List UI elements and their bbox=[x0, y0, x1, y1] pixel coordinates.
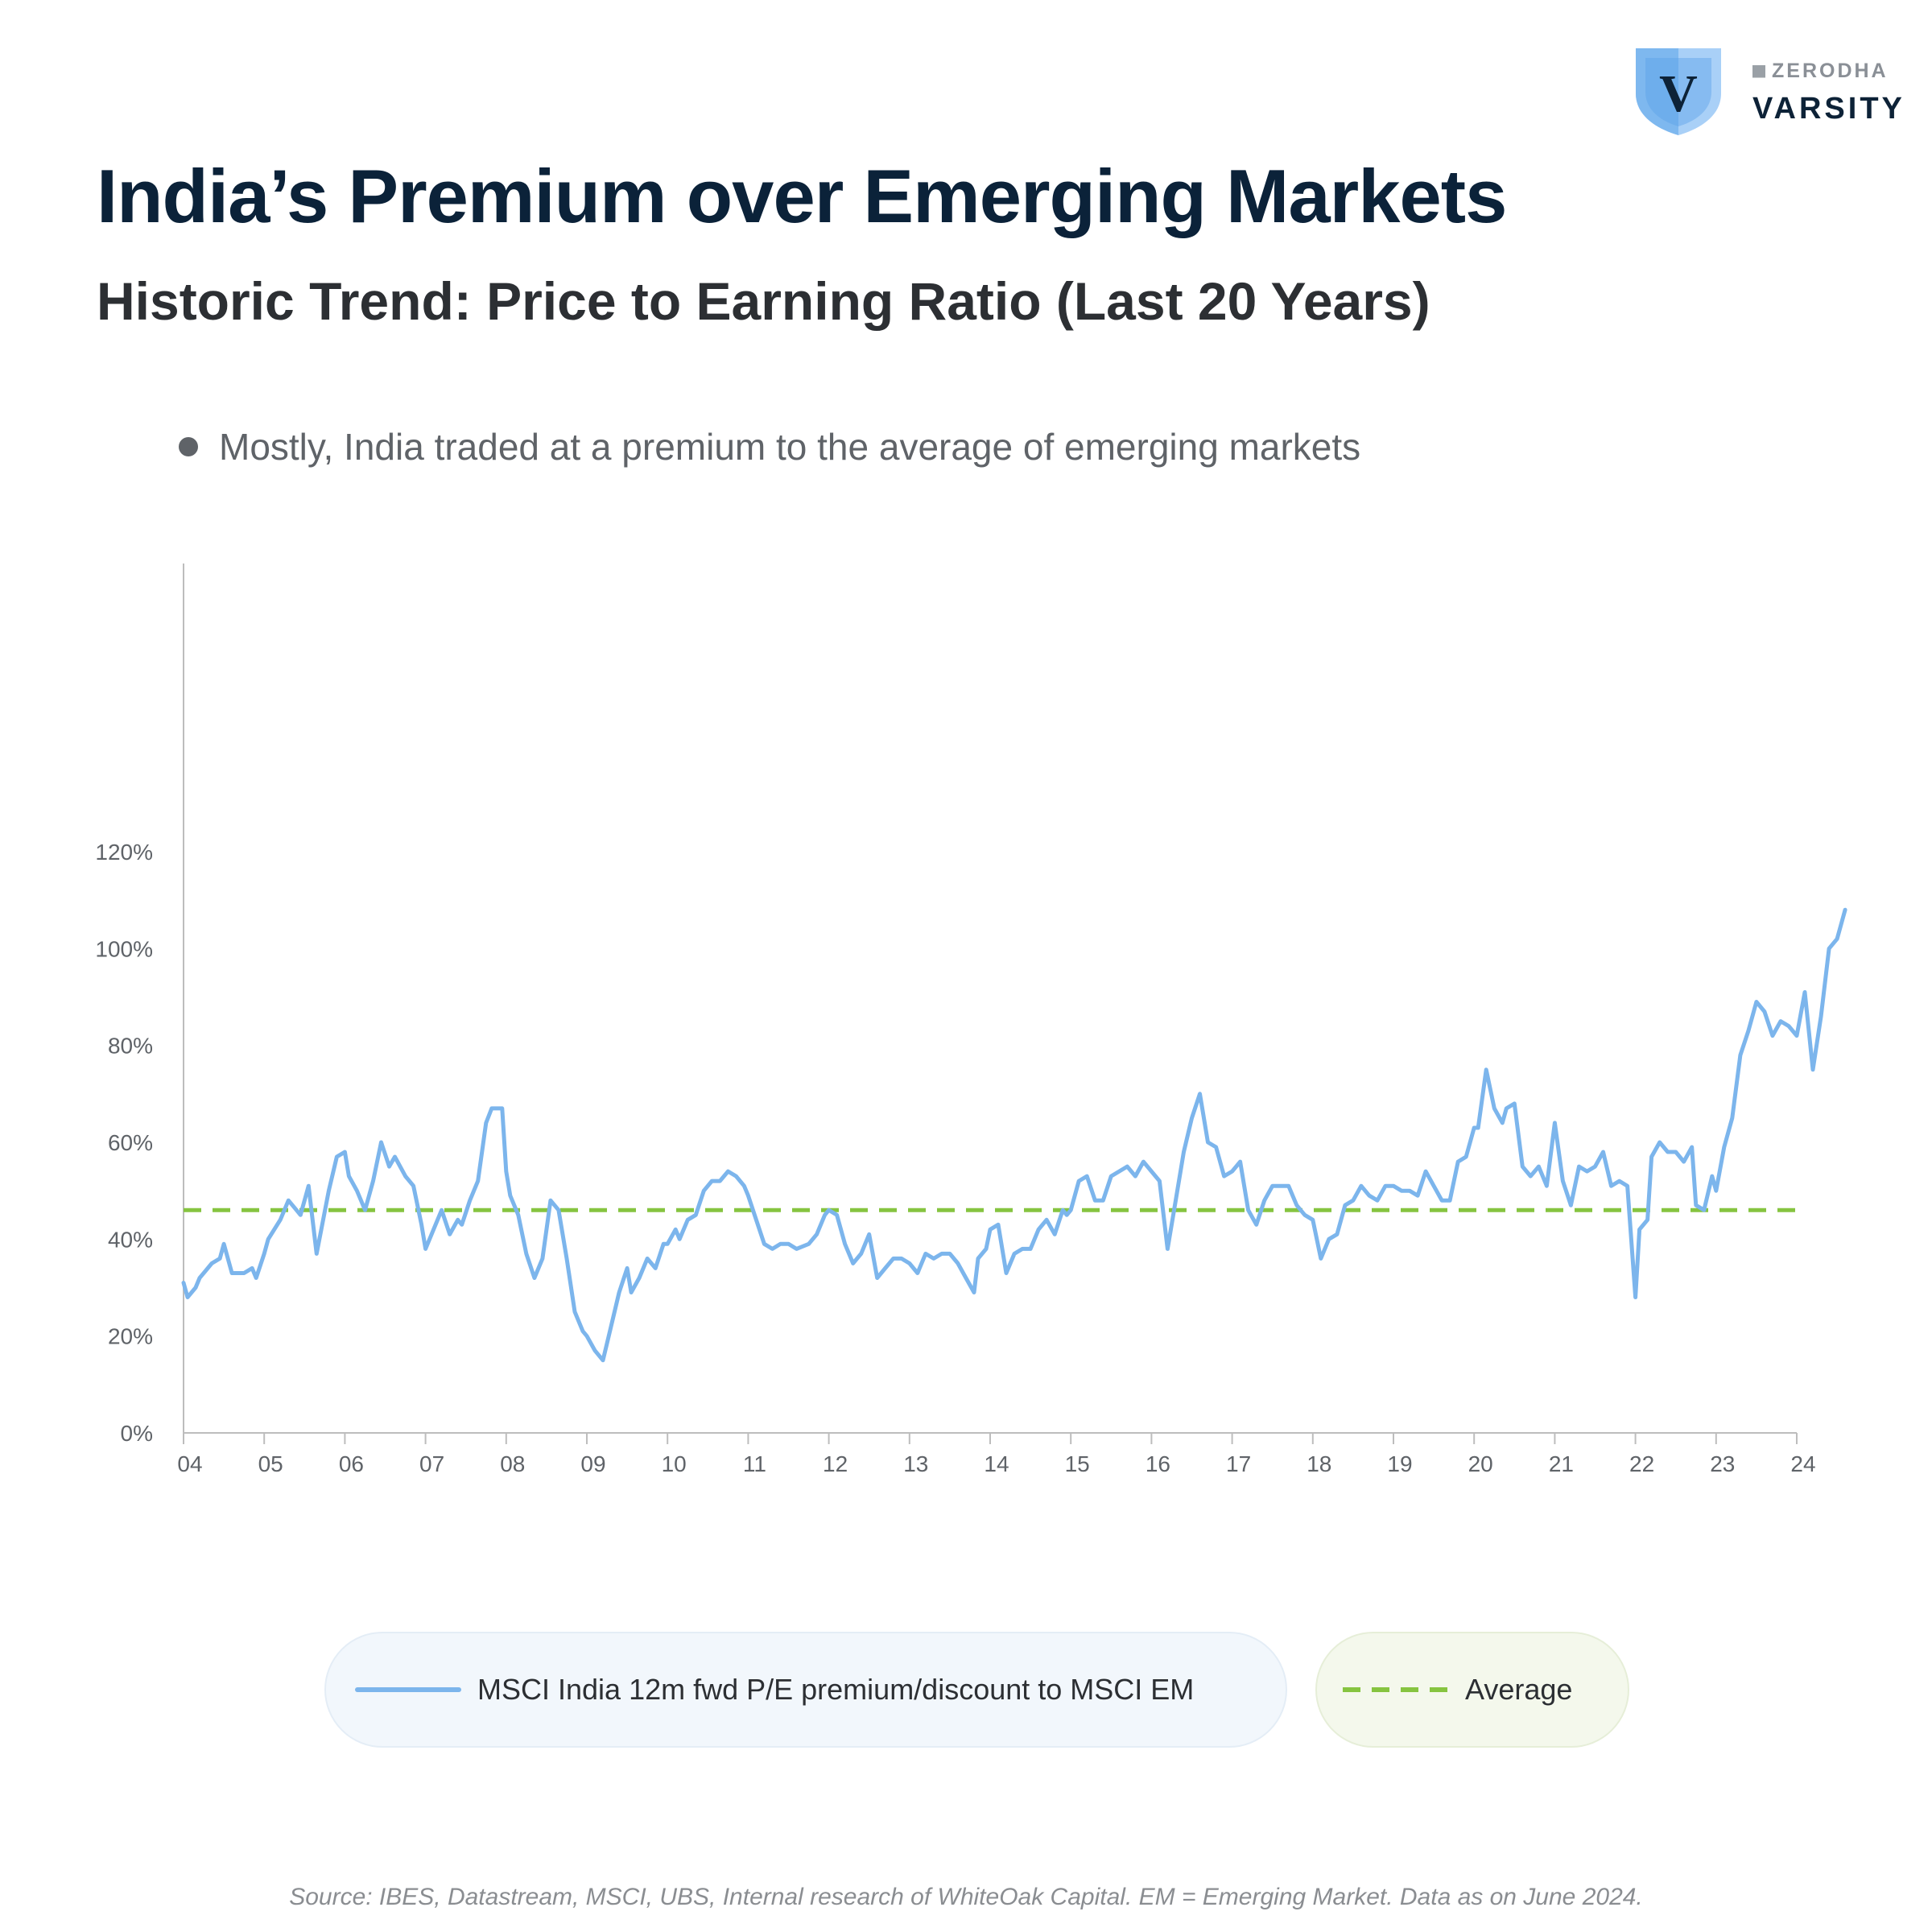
shield-letter: V bbox=[1659, 64, 1698, 123]
x-tick-label: 14 bbox=[984, 1451, 1009, 1476]
x-tick-label: 08 bbox=[500, 1451, 525, 1476]
page-title: India’s Premium over Emerging Markets bbox=[97, 154, 1507, 238]
brand-name: VARSITY bbox=[1752, 92, 1905, 126]
x-tick-label: 18 bbox=[1307, 1451, 1331, 1476]
x-tick-label: 12 bbox=[823, 1451, 848, 1476]
y-tick-label: 40% bbox=[108, 1227, 153, 1252]
legend-swatch-solid bbox=[355, 1687, 461, 1692]
x-tick-label: 15 bbox=[1065, 1451, 1090, 1476]
x-tick-label: 13 bbox=[903, 1451, 928, 1476]
x-tick-label: 23 bbox=[1710, 1451, 1735, 1476]
x-tick-label: 05 bbox=[258, 1451, 283, 1476]
zerodha-mark-icon bbox=[1752, 64, 1765, 78]
legend-label-india: MSCI India 12m fwd P/E premium/discount … bbox=[477, 1673, 1195, 1706]
x-tick-label: 04 bbox=[177, 1451, 202, 1476]
x-tick-label: 24 bbox=[1790, 1451, 1815, 1476]
legend-item-average: Average bbox=[1315, 1632, 1629, 1748]
x-tick-label: 07 bbox=[419, 1451, 444, 1476]
y-tick-label: 120% bbox=[95, 840, 153, 865]
x-tick-label: 17 bbox=[1226, 1451, 1251, 1476]
x-tick-label: 20 bbox=[1468, 1451, 1493, 1476]
page-subtitle: Historic Trend: Price to Earning Ratio (… bbox=[97, 271, 1430, 331]
x-tick-label: 22 bbox=[1629, 1451, 1654, 1476]
x-tick-label: 21 bbox=[1549, 1451, 1574, 1476]
note-text: Mostly, India traded at a premium to the… bbox=[219, 426, 1361, 468]
y-tick-label: 20% bbox=[108, 1324, 153, 1349]
legend-label-average: Average bbox=[1465, 1673, 1573, 1706]
y-tick-label: 0% bbox=[121, 1421, 153, 1446]
note: Mostly, India traded at a premium to the… bbox=[179, 425, 1360, 469]
y-tick-label: 80% bbox=[108, 1034, 153, 1059]
line-chart: 0% 20% 40% 60% 80% 100% 120% 04 05 06 07 08 09 10 11 12… bbox=[95, 564, 1847, 1476]
x-tick-label: 06 bbox=[339, 1451, 364, 1476]
x-tick-label: 09 bbox=[580, 1451, 605, 1476]
x-tick-label: 11 bbox=[743, 1451, 766, 1476]
x-tick-label: 10 bbox=[662, 1451, 687, 1476]
brand-small-label: ZERODHA bbox=[1772, 60, 1889, 82]
y-tick-label: 60% bbox=[108, 1130, 153, 1155]
series-line-india-premium bbox=[181, 907, 1847, 1363]
legend-item-india: MSCI India 12m fwd P/E premium/discount … bbox=[324, 1632, 1287, 1748]
source-note: Source: IBES, Datastream, MSCI, UBS, Int… bbox=[289, 1884, 1643, 1910]
x-tick-label: 19 bbox=[1387, 1451, 1412, 1476]
y-tick-label: 100% bbox=[95, 936, 153, 961]
bullet-icon bbox=[179, 437, 198, 456]
x-tick-label: 16 bbox=[1146, 1451, 1170, 1476]
shield-icon: V bbox=[1636, 48, 1721, 135]
brand-logo: V ZERODHA VARSITY bbox=[1634, 47, 1908, 143]
legend-swatch-dashed bbox=[1343, 1687, 1449, 1692]
brand-small-text: ZERODHA bbox=[1752, 60, 1889, 83]
